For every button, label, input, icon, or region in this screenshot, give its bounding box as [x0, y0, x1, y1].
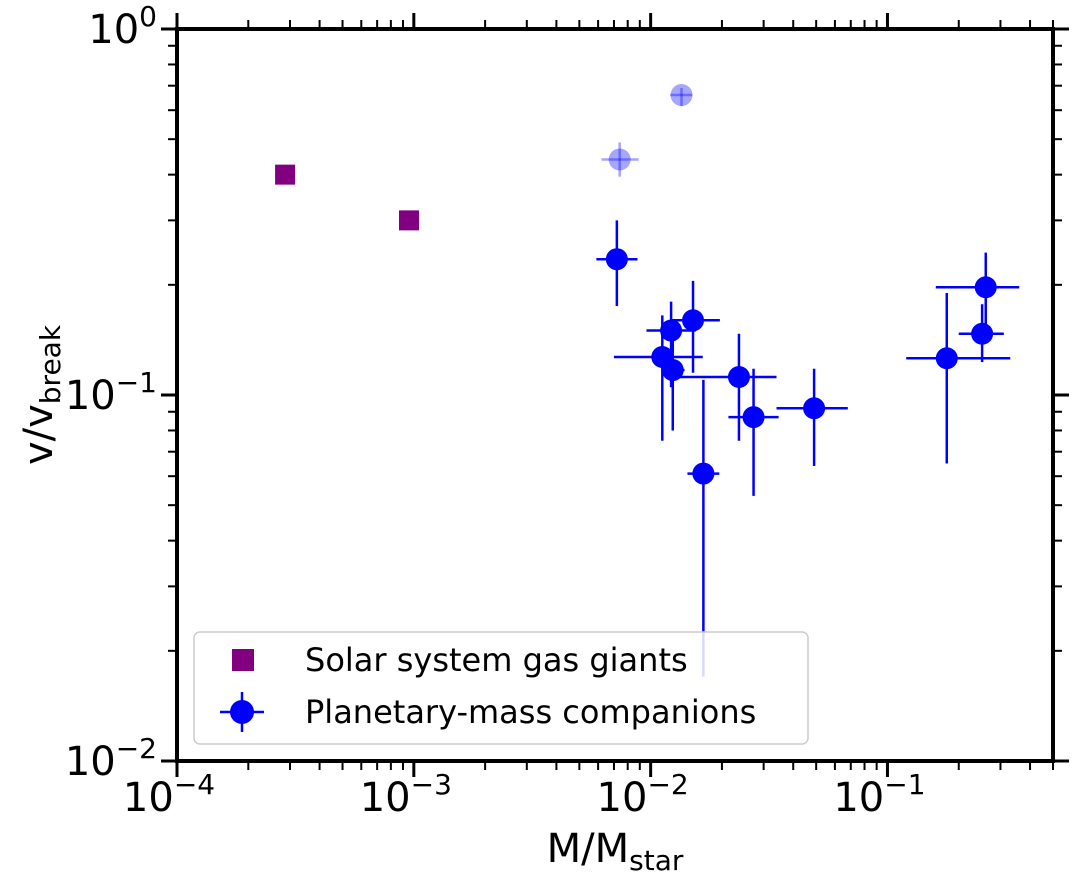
data-point	[971, 322, 994, 345]
legend: Solar system gas giants Planetary-mass co…	[193, 631, 809, 745]
tick-exponent: 0	[139, 0, 157, 33]
x-tick-label: 10−1	[833, 768, 925, 821]
data-point-square	[275, 164, 296, 185]
tick-exponent: −1	[884, 768, 925, 801]
y-axis-label-sub: break	[34, 324, 67, 404]
data-point	[660, 319, 683, 342]
y-tick-label: 10−2	[65, 732, 157, 785]
legend-label: Solar system gas giants	[305, 641, 688, 679]
tick-base: 10	[833, 775, 884, 821]
data-point	[742, 406, 765, 429]
x-axis-label-sub: star	[629, 844, 684, 872]
y-tick-label: 100	[88, 0, 157, 53]
legend-marker-circle	[230, 700, 254, 724]
y-tick-label: 10−1	[65, 366, 157, 419]
tick-base: 10	[88, 7, 139, 53]
data-point	[605, 248, 628, 271]
tick-exponent: −2	[116, 732, 157, 765]
y-axis-label-main: v/v	[16, 404, 62, 465]
legend-box	[193, 631, 809, 745]
data-point	[692, 462, 715, 485]
plot-marks	[275, 84, 1020, 677]
data-point	[727, 365, 750, 388]
legend-label: Planetary-mass companions	[305, 693, 756, 731]
x-tick-label: 10−4	[123, 768, 215, 821]
x-axis-label: M/Mstar	[547, 826, 684, 872]
data-point	[661, 359, 684, 382]
tick-exponent: −3	[411, 768, 452, 801]
data-point	[682, 309, 705, 332]
tick-base: 10	[597, 775, 648, 821]
x-axis-label-main: M/M	[547, 826, 630, 872]
tick-base: 10	[123, 775, 174, 821]
y-axis-label: v/vbreak	[16, 324, 67, 465]
data-point-faded	[608, 148, 631, 171]
tick-exponent: −2	[647, 768, 688, 801]
tick-base: 10	[65, 739, 116, 785]
data-point-square	[398, 210, 419, 231]
legend-marker-square	[232, 649, 254, 671]
tick-base: 10	[65, 373, 116, 419]
data-point	[974, 276, 997, 299]
axes: 10−4 10−3 10−2 10−110−210−1100M/Mstarv/vbre…	[16, 0, 1069, 872]
data-point-faded	[670, 84, 693, 107]
tick-exponent: −4	[174, 768, 215, 801]
data-point	[803, 397, 826, 420]
x-tick-label: 10−2	[597, 768, 689, 821]
x-tick-label: 10−3	[360, 768, 452, 821]
tick-exponent: −1	[116, 366, 157, 399]
tick-base: 10	[360, 775, 411, 821]
